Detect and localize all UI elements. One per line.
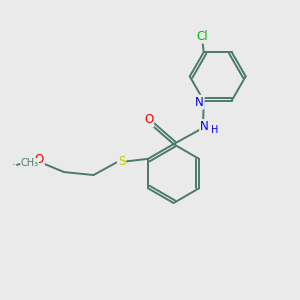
Text: O: O xyxy=(34,153,44,166)
Text: CH₃: CH₃ xyxy=(21,158,39,168)
Text: N: N xyxy=(200,120,209,133)
Text: Cl: Cl xyxy=(196,30,208,43)
Text: methoxy: methoxy xyxy=(12,164,19,165)
Text: N: N xyxy=(195,96,204,109)
Text: O: O xyxy=(144,113,153,127)
Text: H: H xyxy=(211,125,218,135)
Text: S: S xyxy=(118,155,125,168)
